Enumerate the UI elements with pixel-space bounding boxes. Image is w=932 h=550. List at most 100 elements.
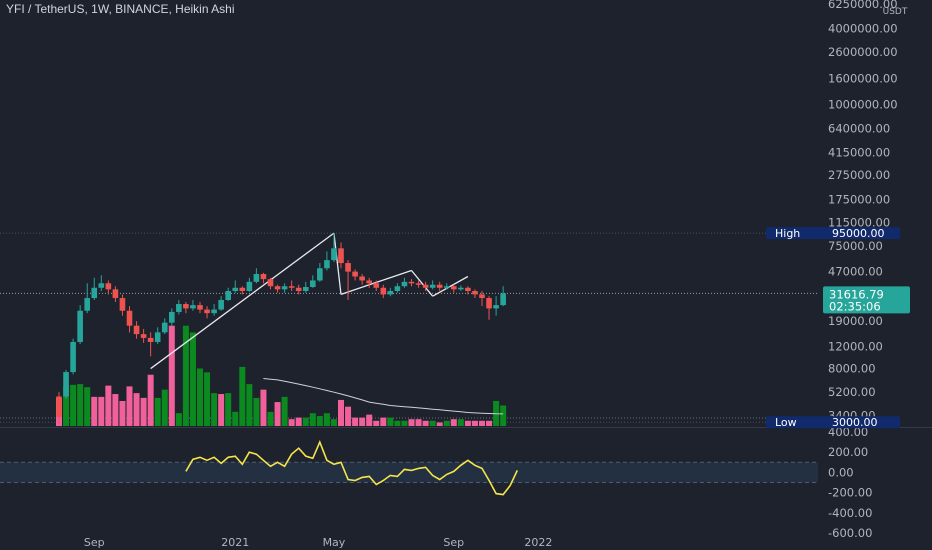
candle-body [458,287,464,290]
candle-body [260,274,267,280]
candle-body [119,298,126,311]
volume-bar [189,332,196,426]
candle-body [91,287,98,299]
volume-bar [70,384,77,426]
time-tick-label: May [323,536,346,549]
volume-bar [295,417,302,426]
candle-body [211,309,217,314]
volume-bar [154,397,161,426]
volume-bar [211,393,218,426]
volume-bar [394,420,401,426]
volume-bar [119,400,126,426]
candle-body [317,268,323,281]
volume-bar [366,414,373,426]
high-badge-value: 95000.00 [832,227,885,240]
candle-body [345,263,351,272]
candle-body [239,287,246,291]
candle-body [267,279,274,287]
candle-body [366,280,372,284]
volume-bar [105,385,112,426]
volume-bar [479,420,485,426]
currency-label: USDT [883,7,908,17]
trendline-layer [150,232,469,370]
high-badge-bg [766,227,900,240]
volume-bar [281,396,288,426]
candle-body [310,280,316,287]
candle-body [493,305,499,309]
price-tick-label: 4000000.00 [828,21,898,35]
candle-body [274,286,281,290]
price-tick-label: 8000.00 [828,362,876,376]
candle-body [408,281,415,284]
trend-line [333,233,342,295]
candle-body [387,290,394,295]
candle-body [105,283,112,290]
volume-bar [63,385,70,426]
candle-body [190,305,196,309]
price-tick-label: 175000.00 [828,193,890,207]
candle-body [183,304,189,309]
volume-bar [225,393,232,426]
volume-bar [316,416,323,426]
low-badge: Low 3000.00 [766,416,900,429]
candle-body [232,287,239,291]
symbol-title[interactable]: YFI / TetherUS, 1W, BINANCE, Heikin Ashi [6,2,235,16]
volume-bar [260,389,267,426]
volume-bar [450,419,457,426]
price-tick-label: 275000.00 [828,168,890,182]
candle-body [302,286,309,291]
candle-body [154,332,161,342]
volume-bar [443,420,450,426]
volume-bar [239,366,246,426]
price-tick-label: 75000.00 [828,239,883,253]
volume-bar [359,417,366,426]
price-tick-label: 19000.00 [828,314,883,328]
candle-body [112,289,119,299]
volume-bar [338,399,344,426]
volume-bar [309,413,316,426]
candle-body [147,337,154,342]
price-tick-label: 47000.00 [828,265,883,279]
time-tick-label: Sep [443,536,464,549]
oscillator-band [0,462,818,483]
volume-bar [197,368,203,426]
volume-bar [330,419,337,426]
trend-line [432,275,469,297]
volume-bar [246,384,253,426]
candle-body [176,304,182,312]
candle-body [197,305,203,310]
grid-layer [0,232,932,428]
volume-bar [140,397,147,426]
candle-body [352,271,358,277]
candle-body [451,286,457,290]
volume-bar [436,422,443,426]
candle-body [84,298,90,311]
candle-body [225,290,231,300]
trend-line [410,270,434,297]
volume-bar [175,413,182,426]
volume-bar [380,417,387,426]
volume-bar [77,384,84,426]
volume-bar [345,406,352,426]
candle-body [380,287,387,295]
candle-body [169,311,175,323]
volume-bar [98,396,105,426]
axis-layer: 6250000.00 4000000.00 2600000.00 1600000.00… [84,0,908,549]
low-badge-label: Low [775,416,797,429]
price-tick-label: 115000.00 [828,216,890,230]
volume-bar [168,325,175,426]
price-tick-label: 415000.00 [828,145,890,159]
candle-body [126,310,133,326]
oscillator-tick-label: -400.00 [828,506,872,520]
trend-line [150,232,335,370]
volume-bar [218,394,225,426]
countdown-value: 02:35:06 [829,299,881,313]
volume-bar [387,417,394,426]
candle-body [295,287,302,291]
candle-body [465,287,471,291]
candle-body [415,283,422,285]
volume-bar [267,411,274,426]
